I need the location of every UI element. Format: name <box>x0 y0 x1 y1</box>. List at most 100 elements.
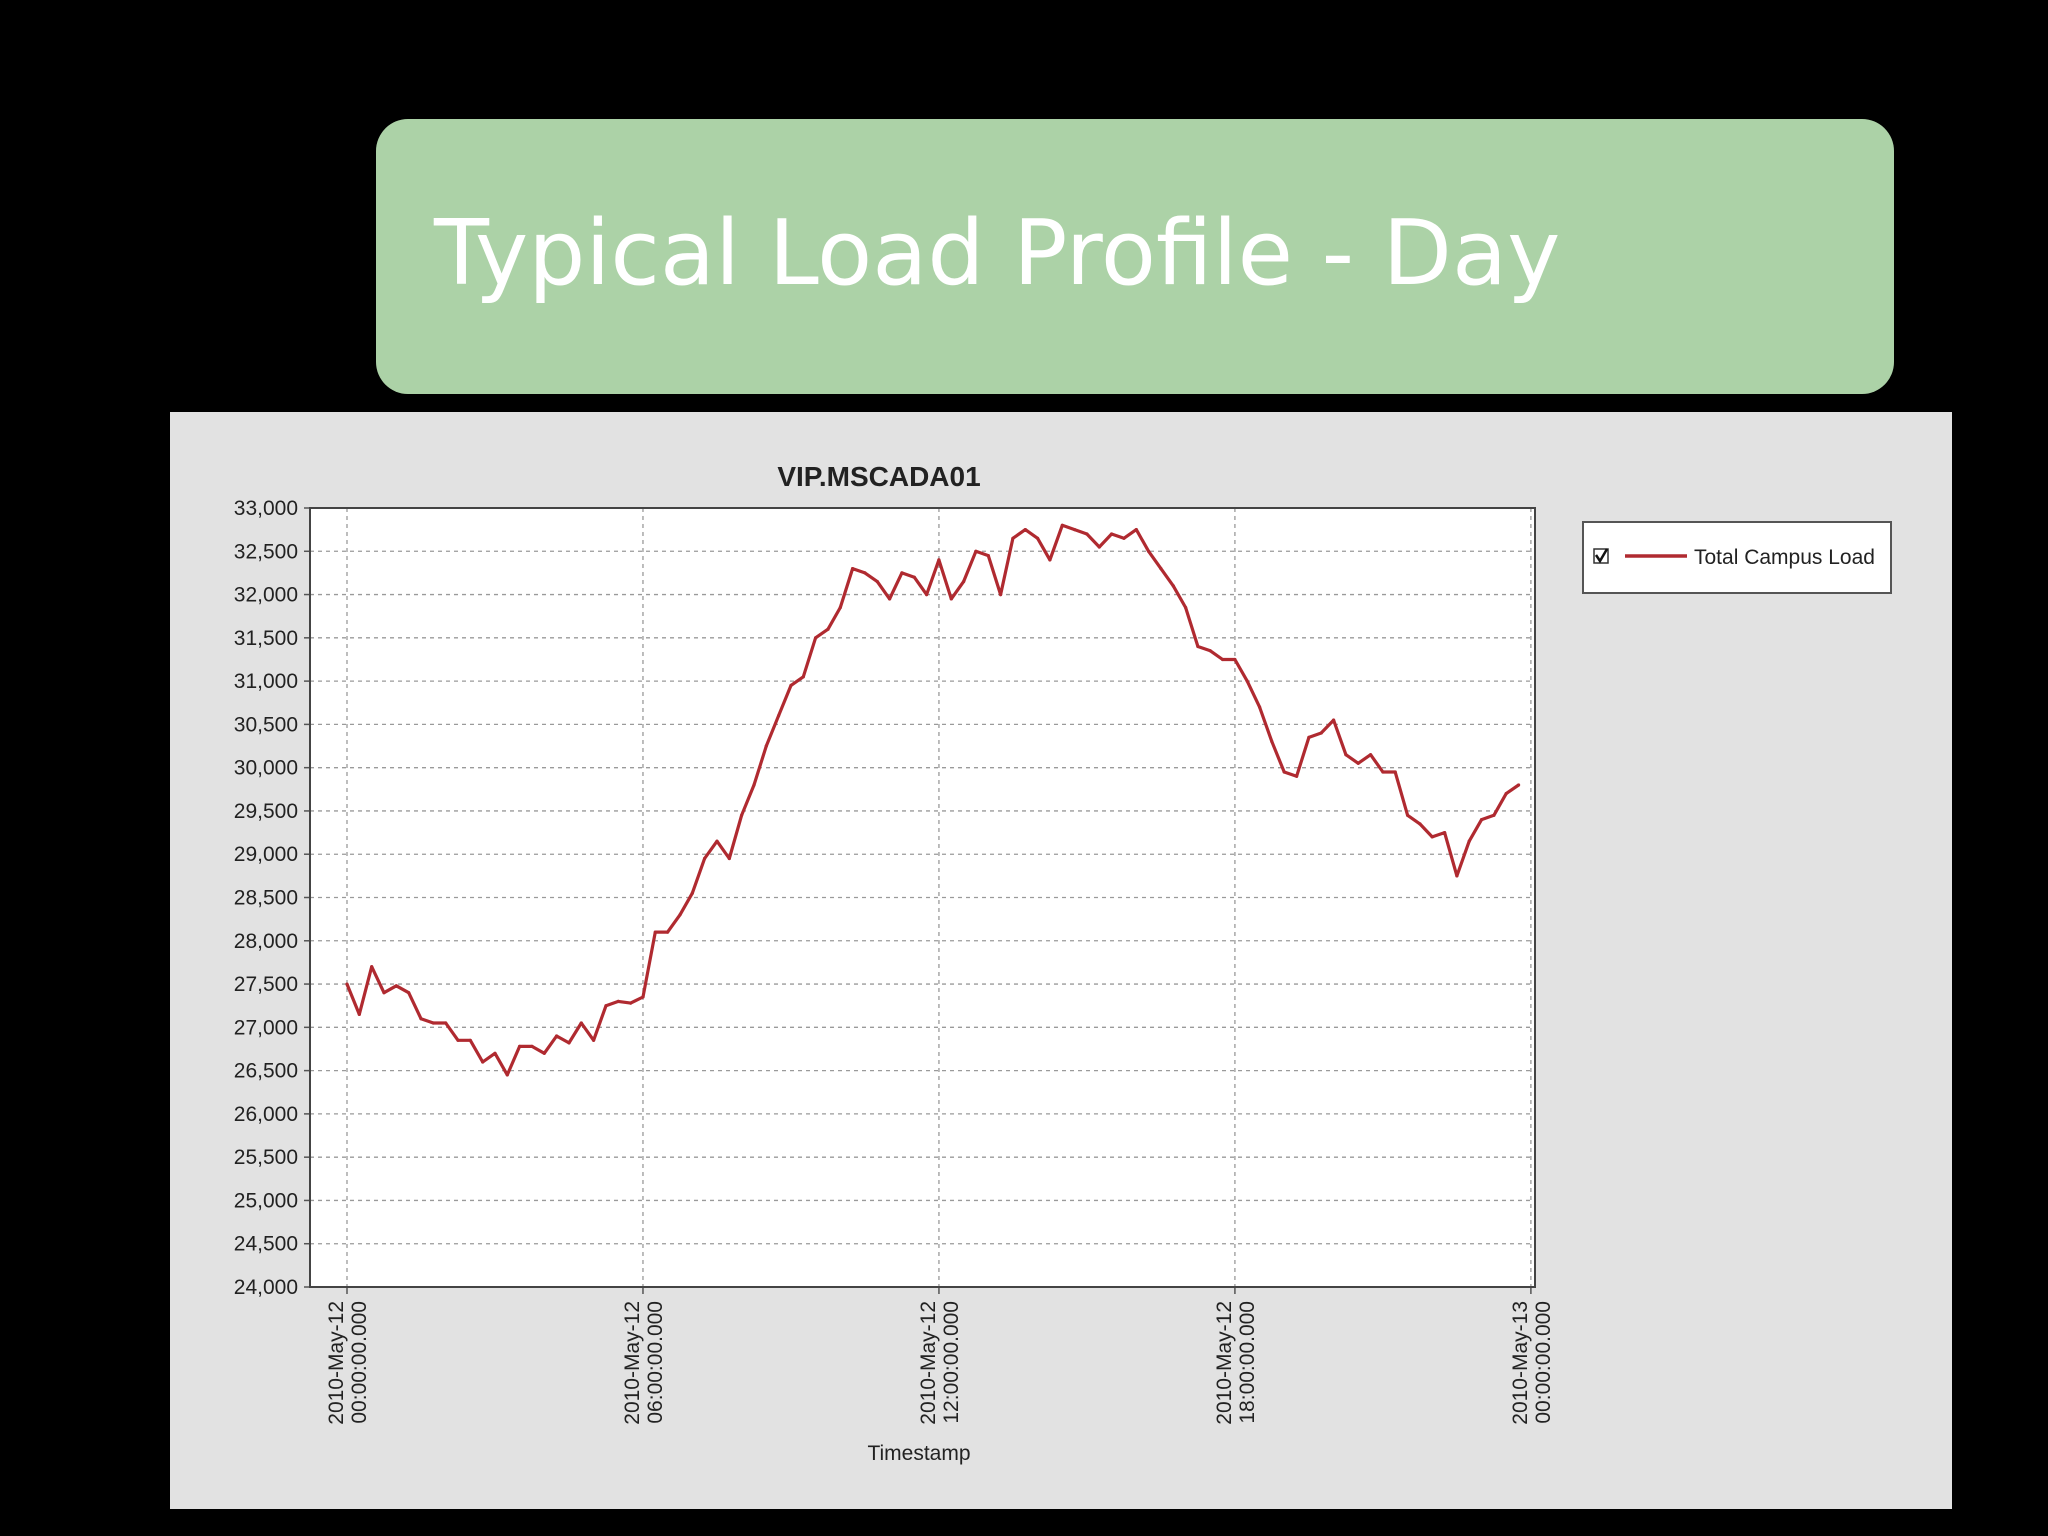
y-tick-label: 29,000 <box>234 843 298 866</box>
y-tick-label: 32,000 <box>234 584 298 607</box>
data-point <box>505 1073 509 1077</box>
data-point <box>1270 740 1274 744</box>
data-point <box>863 571 867 575</box>
y-tick-label: 31,000 <box>234 670 298 693</box>
data-point <box>1036 536 1040 540</box>
plot-border <box>309 507 1536 1288</box>
data-point <box>1196 644 1200 649</box>
data-point <box>444 1021 448 1025</box>
data-point <box>567 1041 571 1045</box>
data-point <box>1085 532 1089 536</box>
data-point <box>1517 783 1521 787</box>
data-point <box>752 783 756 787</box>
data-point <box>851 567 855 571</box>
data-point <box>1245 679 1249 683</box>
data-point <box>592 1038 596 1042</box>
data-point <box>740 813 744 817</box>
y-tick-label: 26,000 <box>234 1103 298 1126</box>
data-point <box>1073 528 1077 532</box>
data-point <box>875 580 879 584</box>
data-point <box>666 930 670 934</box>
data-point <box>431 1021 435 1025</box>
checkmark-icon <box>1594 548 1609 564</box>
data-point <box>345 982 349 986</box>
y-tick-label: 30,000 <box>234 757 298 780</box>
data-point <box>394 984 398 988</box>
data-point <box>1381 770 1385 774</box>
data-point <box>1184 605 1188 610</box>
y-tick-label: 26,500 <box>234 1060 298 1083</box>
x-tick-label-group: 2010-May-12 12:00:00.000 <box>917 1301 963 1425</box>
y-tick-label: 27,500 <box>234 973 298 996</box>
data-point <box>1060 523 1064 527</box>
y-tick-label: 32,500 <box>234 540 298 563</box>
x-tick-label-time: 00:00:00.000 <box>1532 1301 1555 1424</box>
x-tick-label-date: 2010-May-12 <box>1213 1301 1236 1425</box>
y-tick-label: 27,000 <box>234 1016 298 1039</box>
x-tick-label-time: 12:00:00.000 <box>940 1301 963 1424</box>
data-point <box>974 549 978 553</box>
x-tick-label-time: 18:00:00.000 <box>1236 1301 1259 1424</box>
data-point <box>1011 536 1015 540</box>
data-point <box>604 1004 608 1008</box>
data-point <box>1406 813 1410 817</box>
y-tick-label: 24,500 <box>234 1233 298 1256</box>
data-point <box>1480 818 1484 822</box>
data-point <box>888 597 892 601</box>
data-point <box>764 744 768 748</box>
y-tick-label: 25,500 <box>234 1146 298 1169</box>
x-axis-label: Timestamp <box>867 1442 970 1465</box>
data-point <box>1134 528 1138 532</box>
data-point <box>1307 735 1311 739</box>
chart-panel: VIP.MSCADA01 24,000 24,500 25,000 25,500 26,… <box>170 412 1952 1509</box>
data-point <box>1356 761 1360 765</box>
data-point <box>1455 874 1459 878</box>
data-point <box>542 1051 546 1055</box>
data-point <box>690 891 694 895</box>
data-point <box>407 991 411 995</box>
data-point <box>1023 528 1027 532</box>
x-tick-label-time: 06:00:00.000 <box>644 1301 667 1424</box>
data-point <box>937 558 941 562</box>
x-tick-label-group: 2010-May-12 18:00:00.000 <box>1213 1301 1259 1425</box>
data-point <box>1171 584 1175 588</box>
data-point <box>1344 753 1348 757</box>
data-point <box>555 1034 559 1038</box>
data-point <box>579 1021 583 1025</box>
data-point <box>1282 770 1286 774</box>
data-point <box>1147 549 1151 553</box>
chart-canvas: VIP.MSCADA01 24,000 24,500 25,000 25,500 26,… <box>234 461 1892 1465</box>
data-point <box>1393 770 1397 774</box>
y-tick-label: 29,500 <box>234 800 298 823</box>
plot-area: 24,000 24,500 25,000 25,500 26,000 26,500 27,0… <box>234 497 1555 1425</box>
data-point <box>1443 831 1447 835</box>
data-point <box>653 930 657 934</box>
x-tick-label-date: 2010-May-12 <box>917 1301 940 1425</box>
data-point <box>468 1038 472 1042</box>
data-point <box>1233 657 1237 662</box>
chart-title: VIP.MSCADA01 <box>777 461 980 492</box>
data-point <box>1369 753 1373 757</box>
data-point <box>456 1038 460 1042</box>
title-banner: Typical Load Profile - Day <box>376 119 1894 394</box>
legend-series-label: Total Campus Load <box>1694 546 1875 569</box>
data-point <box>814 636 818 640</box>
data-point <box>481 1060 485 1064</box>
data-point <box>715 839 719 843</box>
data-point <box>1319 731 1323 735</box>
data-point <box>1097 545 1101 549</box>
data-point <box>530 1044 534 1048</box>
data-point <box>1418 822 1422 826</box>
data-point <box>1221 657 1225 662</box>
data-point <box>789 683 793 687</box>
slide-title: Typical Load Profile - Day <box>434 201 1561 306</box>
data-point <box>1332 718 1336 722</box>
data-point <box>727 856 731 861</box>
data-point <box>999 593 1003 597</box>
data-point <box>986 554 990 558</box>
y-tick-label: 24,000 <box>234 1276 298 1299</box>
data-point <box>357 1012 361 1017</box>
x-tick-label-group: 2010-May-13 00:00:00.000 <box>1509 1301 1555 1425</box>
x-tick-label-date: 2010-May-12 <box>325 1301 348 1425</box>
series-line <box>345 523 1520 1077</box>
